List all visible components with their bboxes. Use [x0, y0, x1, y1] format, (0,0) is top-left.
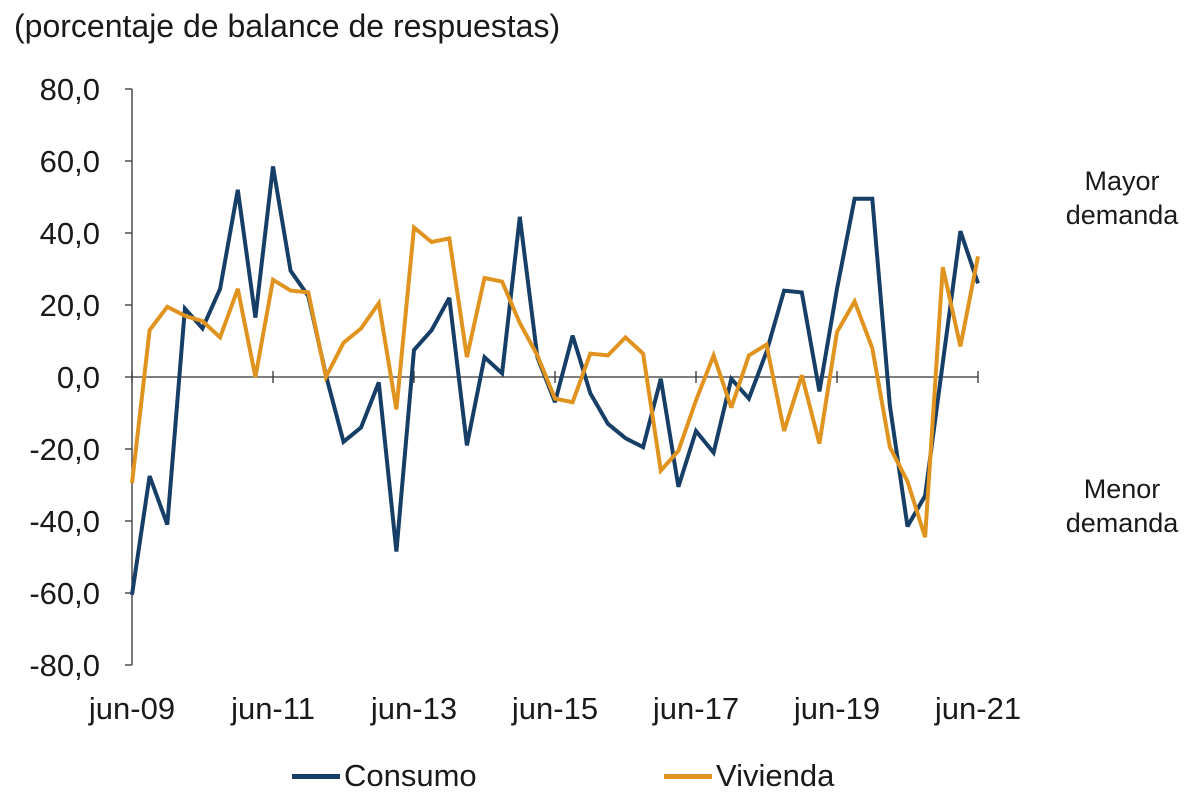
x-tick-label: jun-15: [511, 691, 598, 726]
lower-annotation-line-2: demanda: [1065, 508, 1179, 538]
x-tick-label: jun-19: [793, 691, 880, 726]
legend-label-consumo: Consumo: [344, 758, 477, 793]
x-tick-label: jun-13: [370, 691, 457, 726]
series-lines: [130, 166, 980, 596]
y-tick-label: -20,0: [29, 432, 100, 467]
y-tick-label: 80,0: [40, 72, 100, 107]
y-tick-label: -60,0: [29, 576, 100, 611]
x-tick-labels: jun-09 jun-11 jun-13 jun-15 jun-17 jun-19 jun-…: [88, 691, 1021, 726]
y-tick-label: 20,0: [40, 288, 100, 323]
upper-annotation: Mayor demanda: [1052, 164, 1192, 232]
y-tick-label: 60,0: [40, 144, 100, 179]
legend-label-vivienda: Vivienda: [716, 758, 835, 793]
y-tick-label: 40,0: [40, 216, 100, 251]
y-tick-label: -80,0: [29, 648, 100, 683]
x-tick-label: jun-17: [652, 691, 739, 726]
y-tick-label: -40,0: [29, 504, 100, 539]
lower-annotation-line-1: Menor: [1083, 474, 1161, 504]
chart-legend: Consumo Vivienda: [0, 758, 1200, 802]
legend-item-vivienda: Vivienda: [664, 758, 834, 794]
upper-annotation-line-1: Mayor: [1084, 166, 1160, 196]
x-tick-label: jun-21: [934, 691, 1021, 726]
series-line-vivienda: [130, 223, 980, 538]
chart-axes: [125, 88, 979, 666]
x-tick-label: jun-11: [230, 691, 315, 726]
legend-swatch-vivienda: [664, 773, 712, 779]
chart-subtitle: (porcentaje de balance de respuestas): [14, 8, 561, 44]
x-tick-label: jun-09: [88, 691, 175, 726]
legend-item-consumo: Consumo: [292, 758, 477, 794]
series-line-consumo: [130, 166, 980, 596]
y-tick-label: 0,0: [57, 360, 100, 395]
upper-annotation-line-2: demanda: [1065, 200, 1179, 230]
line-chart: 80,060,040,020,00,0-20,0-40,0-60,0-80,0 …: [29, 72, 1021, 726]
legend-swatch-consumo: [292, 773, 340, 779]
lower-annotation: Menor demanda: [1052, 472, 1192, 540]
y-tick-labels: 80,0 60,0 40,0 20,0 0,0 -20,0 -40,0 -60,0 -80,0: [29, 72, 100, 683]
